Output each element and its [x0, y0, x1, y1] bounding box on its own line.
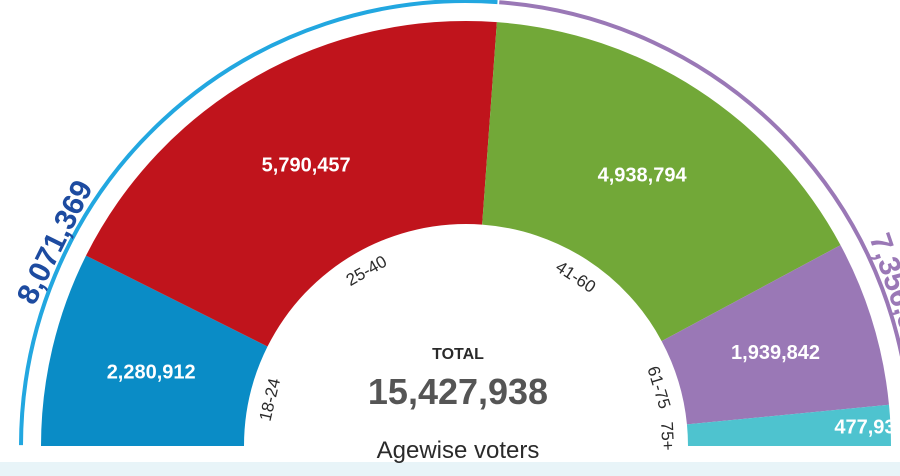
age-label-18-24: 18-24 [256, 376, 284, 423]
segment-value-25-40: 5,790,457 [262, 155, 351, 177]
age-label-61-75: 61-75 [643, 364, 674, 411]
chart-caption: Agewise voters [377, 437, 540, 464]
segment-value-41-60: 4,938,794 [598, 165, 688, 187]
total-label: TOTAL [432, 346, 484, 363]
total-value: 15,427,938 [368, 371, 548, 412]
segment-41-60 [482, 22, 841, 342]
segment-18-24 [41, 255, 268, 446]
segment-value-75plus: 477,933 [834, 416, 900, 438]
segment-75plus [686, 404, 891, 446]
segment-61-75 [661, 245, 889, 425]
age-label-25-40: 25-40 [343, 252, 390, 290]
segment-value-18-24: 2,280,912 [107, 362, 196, 384]
segment-25-40 [86, 21, 497, 347]
segment-value-61-75: 1,939,842 [731, 342, 820, 364]
age-label-75plus: 75+ [657, 421, 677, 451]
segments-layer [41, 21, 891, 446]
group-arc-1 [19, 0, 498, 446]
footer-band [0, 462, 900, 476]
